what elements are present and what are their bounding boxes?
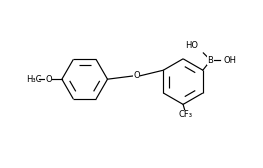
Text: H₃C: H₃C (26, 75, 42, 84)
Text: O: O (133, 71, 140, 80)
Text: CF₃: CF₃ (178, 110, 192, 119)
Text: HO: HO (185, 41, 198, 50)
Text: B: B (208, 56, 214, 65)
Text: OH: OH (223, 56, 236, 65)
Text: O: O (45, 75, 52, 84)
